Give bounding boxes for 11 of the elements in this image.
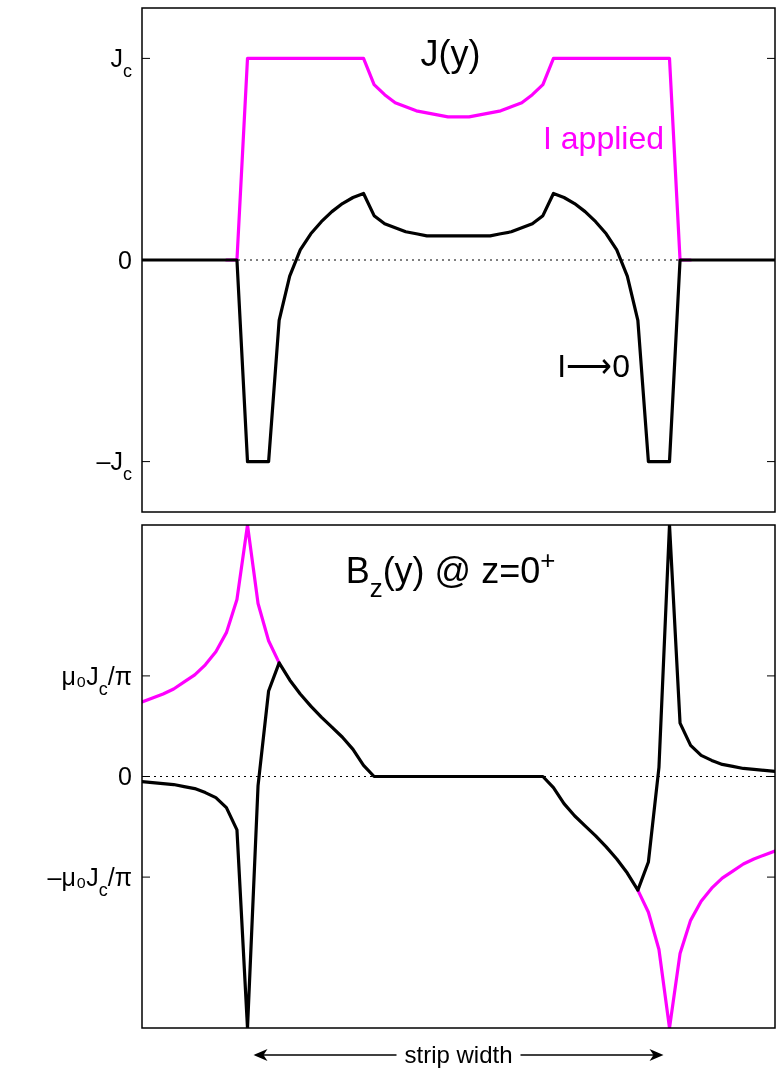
chart-title: J(y) — [420, 33, 481, 74]
text: –μ₀J$_{c}$/π — [47, 862, 132, 900]
text: strip width — [404, 1041, 513, 1069]
text: –J$_{c}$ — [96, 447, 132, 485]
text: J$_{c}$ — [110, 44, 132, 82]
text: 0 — [118, 762, 132, 791]
text: B$_{z}$(y) @ z=0$^{+}$ — [345, 546, 556, 602]
series-label: I⟶0 — [557, 347, 630, 384]
text: 0 — [118, 245, 132, 274]
text: μ₀J$_{c}$/π — [61, 661, 132, 699]
series-label: I applied — [543, 120, 664, 157]
